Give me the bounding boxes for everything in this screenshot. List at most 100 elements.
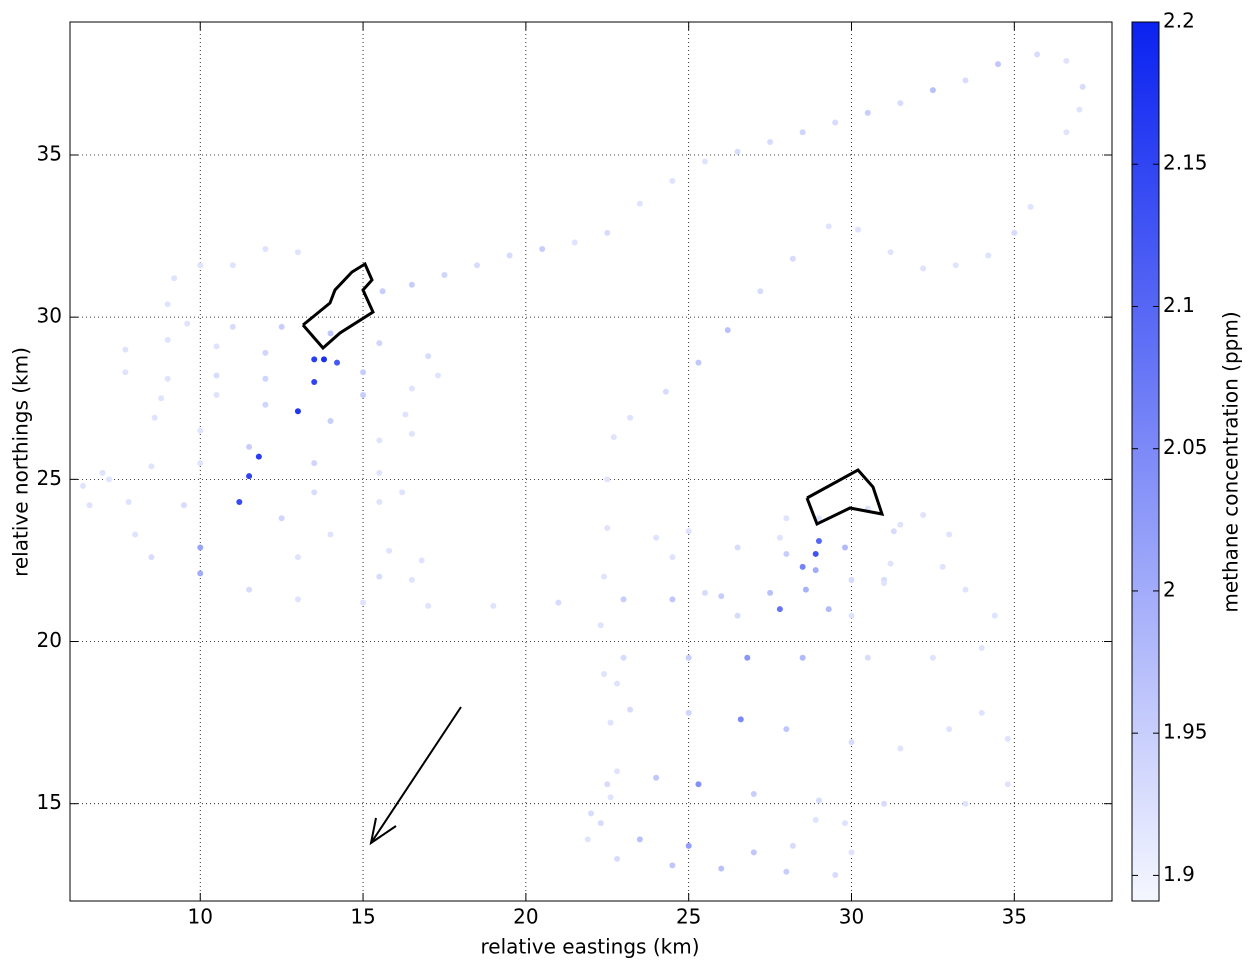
- colorbar: [1131, 21, 1160, 902]
- track-point: [246, 586, 253, 593]
- track-point: [334, 359, 341, 366]
- track-point: [897, 100, 904, 107]
- track-point: [614, 855, 621, 862]
- track-point: [327, 531, 334, 538]
- track-point: [757, 288, 764, 295]
- track-point: [767, 139, 774, 146]
- track-point: [122, 369, 129, 376]
- track-point: [962, 800, 969, 807]
- track-point: [789, 255, 796, 262]
- track-point: [262, 246, 269, 253]
- track-point: [601, 670, 608, 677]
- track-point: [376, 437, 383, 444]
- track-point: [750, 790, 757, 797]
- track-point: [799, 129, 806, 136]
- track-point: [825, 606, 832, 613]
- track-point: [864, 109, 871, 116]
- track-point: [376, 469, 383, 476]
- track-point: [718, 593, 725, 600]
- track-point: [376, 573, 383, 580]
- track-point: [669, 554, 676, 561]
- track-point: [946, 531, 953, 538]
- track-point: [864, 654, 871, 661]
- track-point: [213, 343, 220, 350]
- track-point: [783, 726, 790, 733]
- track-point: [584, 836, 591, 843]
- track-point: [434, 372, 441, 379]
- track-point: [408, 281, 415, 288]
- track-point: [799, 654, 806, 661]
- track-point: [614, 680, 621, 687]
- track-point: [812, 816, 819, 823]
- track-point: [783, 868, 790, 875]
- track-point: [1034, 51, 1041, 58]
- track-point: [151, 414, 158, 421]
- track-point: [1027, 203, 1034, 210]
- track-point: [262, 401, 269, 408]
- track-point: [246, 443, 253, 450]
- track-point: [848, 612, 855, 619]
- track-point: [294, 249, 301, 256]
- track-point: [653, 534, 660, 541]
- track-point: [718, 865, 725, 872]
- track-point: [184, 320, 191, 327]
- track-point: [597, 622, 604, 629]
- track-point: [695, 359, 702, 366]
- track-point: [327, 330, 334, 337]
- track-point: [571, 239, 578, 246]
- track-point: [588, 810, 594, 817]
- track-point: [841, 820, 848, 827]
- track-point: [164, 375, 171, 382]
- track-point: [197, 544, 204, 551]
- track-point: [737, 716, 744, 723]
- track-point: [376, 499, 383, 506]
- colorbar-tick-label: 2.05: [1163, 435, 1208, 459]
- x-tick-label: 10: [188, 905, 213, 929]
- track-point: [164, 336, 171, 343]
- track-point: [425, 353, 432, 360]
- track-point: [825, 223, 832, 230]
- track-point: [887, 560, 894, 567]
- track-point: [920, 265, 927, 272]
- track-point: [311, 379, 318, 386]
- y-tick-label: 15: [37, 790, 62, 814]
- track-point: [897, 745, 904, 752]
- track-point: [636, 200, 643, 207]
- track-point: [929, 87, 936, 94]
- track-point: [125, 499, 132, 506]
- track-point: [776, 534, 783, 541]
- track-point: [236, 499, 243, 506]
- track-point: [278, 515, 285, 522]
- track-point: [148, 554, 155, 561]
- track-point: [376, 340, 383, 347]
- track-point: [724, 327, 731, 334]
- track-point: [734, 148, 741, 155]
- track-point: [962, 77, 969, 84]
- track-point: [604, 229, 611, 236]
- track-point: [985, 252, 992, 259]
- colorbar-tick-label: 1.9: [1163, 862, 1195, 886]
- track-point: [669, 177, 676, 184]
- track-point: [832, 119, 839, 126]
- track-point: [669, 596, 676, 603]
- track-point: [614, 768, 621, 775]
- track-point: [294, 554, 301, 561]
- track-point: [80, 482, 87, 489]
- y-tick-label: 35: [37, 141, 62, 165]
- track-point: [441, 271, 448, 278]
- track-point: [841, 544, 848, 551]
- track-point: [311, 489, 318, 496]
- track-point: [750, 849, 757, 856]
- track-point: [164, 301, 171, 308]
- track-point: [685, 842, 692, 849]
- track-point: [610, 434, 617, 441]
- track-point: [995, 61, 1002, 68]
- track-point: [604, 476, 611, 483]
- track-point: [197, 570, 204, 577]
- track-point: [311, 460, 318, 467]
- track-point: [474, 262, 481, 269]
- track-point: [848, 576, 855, 583]
- track-point: [229, 323, 236, 330]
- colorbar-tick-label: 2.2: [1163, 9, 1195, 33]
